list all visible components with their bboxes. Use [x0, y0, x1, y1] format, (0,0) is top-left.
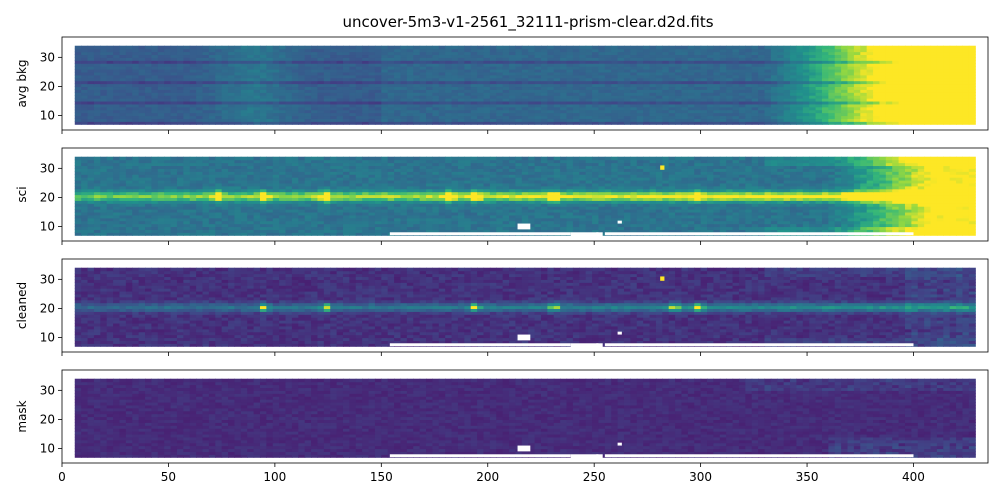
y-tick-label: 30 [40, 50, 55, 64]
y-axis-label: avg bkg [15, 59, 29, 107]
x-tick-label: 250 [583, 470, 606, 484]
masked-region [596, 454, 603, 463]
masked-region [604, 343, 914, 347]
masked-region [617, 442, 622, 446]
x-tick-label: 200 [476, 470, 499, 484]
hot-pixel [660, 276, 665, 281]
y-tick-label: 30 [40, 383, 55, 397]
masked-region [517, 223, 531, 230]
y-tick-label: 10 [40, 330, 55, 344]
heatmap-image [74, 45, 976, 125]
y-tick-label: 20 [40, 301, 55, 315]
masked-region [604, 232, 914, 236]
heatmap-image [74, 156, 976, 241]
masked-region [570, 343, 599, 352]
masked-region [617, 220, 622, 224]
y-tick-label: 10 [40, 219, 55, 233]
heatmap-image [74, 378, 976, 463]
heatmap-image [74, 267, 976, 352]
y-tick-label: 10 [40, 108, 55, 122]
panel-avg-bkg: 10 20 30 avg bkg [15, 36, 989, 134]
axes-frame [61, 369, 989, 464]
masked-region [517, 334, 531, 341]
panel-cleaned: 10 20 30 cleaned [15, 258, 989, 356]
masked-region [596, 343, 603, 352]
axes-frame [61, 147, 989, 242]
y-tick-label: 30 [40, 161, 55, 175]
masked-region [617, 331, 622, 335]
y-axis-label: mask [15, 400, 29, 432]
y-axis-label: cleaned [15, 282, 29, 329]
masked-region [389, 232, 571, 236]
y-tick-label: 10 [40, 441, 55, 455]
masked-region [570, 454, 599, 463]
y-tick-label: 20 [40, 412, 55, 426]
chart-title: uncover-5m3-v1-2561_32111-prism-clear.d2… [342, 13, 713, 32]
panel-sci: 10 20 30 sci [15, 147, 989, 245]
masked-region [389, 343, 571, 347]
hot-pixel [660, 165, 665, 170]
masked-region [389, 454, 571, 458]
axes-frame [61, 258, 989, 353]
masked-region [596, 232, 603, 241]
masked-region [604, 454, 914, 458]
panels: 10 20 30 avg bkg 10 20 30 sci 10 20 30 cleaned 10 20 3… [15, 36, 989, 484]
x-tick-label: 0 [58, 470, 66, 484]
x-tick-label: 400 [902, 470, 925, 484]
y-tick-label: 20 [40, 190, 55, 204]
x-tick-label: 350 [796, 470, 819, 484]
axes-frame [61, 36, 989, 131]
masked-region [570, 232, 599, 241]
y-tick-label: 20 [40, 79, 55, 93]
y-tick-label: 30 [40, 272, 55, 286]
x-tick-label: 300 [689, 470, 712, 484]
x-tick-label: 50 [161, 470, 176, 484]
x-tick-label: 150 [370, 470, 393, 484]
masked-region [517, 445, 531, 452]
y-axis-label: sci [15, 186, 29, 202]
x-tick-label: 100 [263, 470, 286, 484]
